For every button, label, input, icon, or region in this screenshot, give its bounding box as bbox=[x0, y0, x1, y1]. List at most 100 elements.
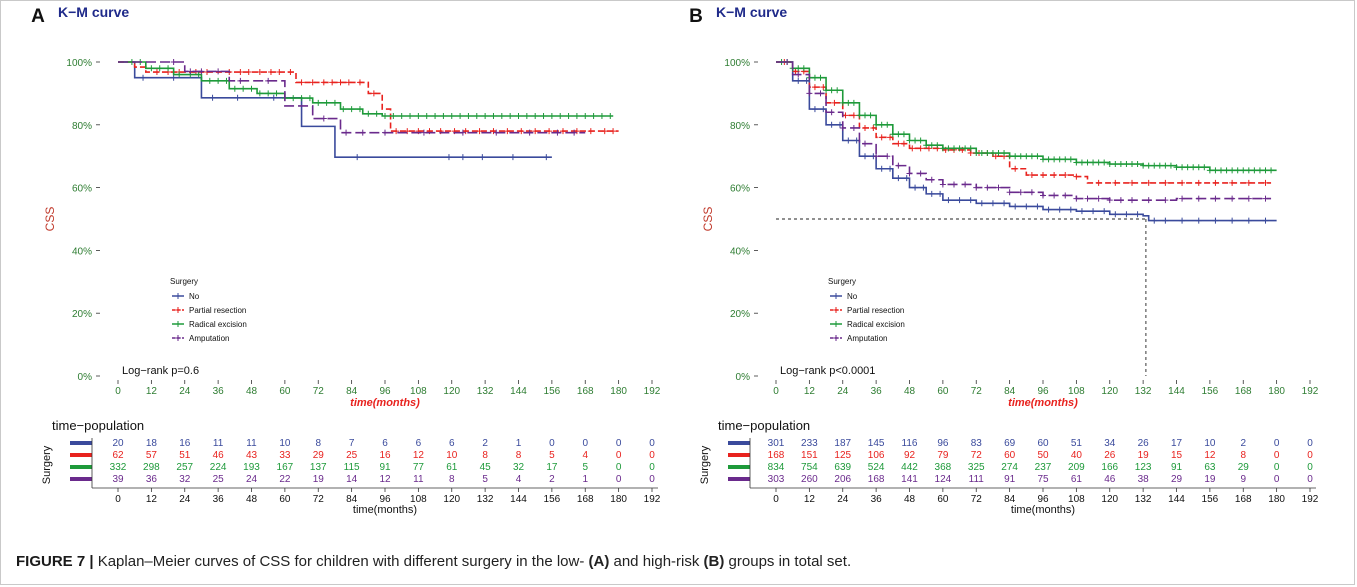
censor-mark bbox=[951, 181, 957, 188]
censor-mark bbox=[1062, 156, 1069, 163]
risk-x-label: time(months) bbox=[1011, 504, 1075, 516]
risk-cell: 8 bbox=[516, 450, 522, 461]
censor-mark bbox=[912, 184, 919, 191]
censor-mark bbox=[1218, 167, 1224, 174]
censor-mark bbox=[828, 121, 835, 128]
risk-cell: 0 bbox=[1307, 462, 1313, 473]
censor-mark bbox=[1017, 189, 1024, 196]
risk-table-ylabel: Surgery bbox=[699, 445, 711, 484]
risk-cell: 151 bbox=[801, 450, 818, 461]
censor-mark bbox=[870, 124, 877, 131]
censor-mark bbox=[856, 112, 863, 119]
series-line-amputation bbox=[776, 61, 1272, 201]
caption-text-1: Kaplan–Meier curves of CSS for children … bbox=[93, 553, 589, 570]
risk-cell: 8 bbox=[449, 474, 455, 485]
censor-mark bbox=[1112, 161, 1119, 168]
censor-mark bbox=[912, 137, 919, 144]
risk-cell: 0 bbox=[1274, 438, 1280, 449]
risk-x-tick-label: 168 bbox=[577, 494, 594, 505]
risk-cell: 4 bbox=[582, 450, 588, 461]
y-tick-label: 20% bbox=[72, 309, 92, 320]
x-tick-label: 132 bbox=[1135, 386, 1152, 397]
censor-mark bbox=[554, 129, 561, 136]
censor-mark bbox=[906, 170, 913, 177]
censor-mark bbox=[1084, 159, 1091, 166]
censor-mark bbox=[1140, 162, 1147, 169]
censor-mark bbox=[195, 71, 202, 78]
censor-mark bbox=[398, 113, 405, 120]
censor-mark bbox=[1012, 165, 1019, 172]
censor-mark bbox=[215, 77, 222, 84]
censor-mark bbox=[1017, 153, 1024, 160]
censor-mark bbox=[1051, 192, 1058, 199]
risk-x-tick-label: 72 bbox=[971, 494, 983, 505]
censor-mark bbox=[610, 128, 617, 135]
censor-mark bbox=[365, 110, 372, 117]
censor-mark bbox=[828, 109, 835, 116]
censor-mark bbox=[984, 150, 991, 157]
x-tick-label: 96 bbox=[1037, 386, 1049, 397]
risk-cell: 260 bbox=[801, 474, 818, 485]
censor-mark bbox=[845, 99, 852, 106]
censor-mark bbox=[245, 69, 252, 76]
censor-mark bbox=[504, 128, 511, 135]
censor-mark bbox=[198, 68, 205, 75]
risk-x-tick-label: 72 bbox=[313, 494, 325, 505]
risk-cell: 61 bbox=[1071, 474, 1083, 485]
censor-mark bbox=[546, 128, 553, 135]
risk-cell: 62 bbox=[112, 450, 124, 461]
censor-mark bbox=[498, 113, 505, 120]
risk-cell: 91 bbox=[1171, 462, 1183, 473]
censor-mark bbox=[459, 129, 466, 136]
risk-cell: 18 bbox=[146, 438, 158, 449]
risk-cell: 0 bbox=[549, 438, 555, 449]
risk-cell: 168 bbox=[868, 474, 885, 485]
risk-cell: 125 bbox=[834, 450, 851, 461]
censor-mark bbox=[526, 129, 533, 136]
legend-label: Radical excision bbox=[847, 320, 905, 329]
risk-cell: 14 bbox=[346, 474, 358, 485]
risk-cell: 79 bbox=[937, 450, 949, 461]
risk-cell: 24 bbox=[246, 474, 258, 485]
censor-mark bbox=[323, 99, 330, 106]
censor-mark bbox=[1262, 217, 1269, 224]
risk-cell: 96 bbox=[937, 438, 949, 449]
panel-letter: A bbox=[31, 6, 45, 27]
censor-mark bbox=[309, 79, 316, 86]
censor-mark bbox=[1206, 167, 1213, 174]
risk-cell: 51 bbox=[1071, 438, 1083, 449]
censor-mark bbox=[1106, 197, 1113, 204]
censor-mark bbox=[895, 175, 902, 182]
censor-mark bbox=[920, 184, 927, 191]
risk-cell: 34 bbox=[1104, 438, 1116, 449]
censor-mark bbox=[473, 113, 480, 120]
censor-mark bbox=[1040, 172, 1046, 179]
x-tick-label: 12 bbox=[804, 386, 816, 397]
censor-mark bbox=[1051, 172, 1058, 179]
censor-mark bbox=[1268, 167, 1275, 174]
censor-mark bbox=[393, 128, 400, 135]
legend-censor bbox=[833, 307, 839, 313]
censor-mark bbox=[382, 129, 388, 136]
censor-mark bbox=[903, 175, 910, 182]
censor-mark bbox=[209, 94, 216, 101]
censor-mark bbox=[1195, 195, 1202, 202]
censor-mark bbox=[1117, 161, 1124, 168]
censor-mark bbox=[1212, 195, 1219, 202]
censor-mark bbox=[356, 79, 363, 86]
risk-x-tick-label: 84 bbox=[1004, 494, 1016, 505]
y-tick-label: 40% bbox=[72, 246, 92, 257]
censor-mark bbox=[900, 131, 907, 138]
risk-cell: 0 bbox=[649, 450, 655, 461]
censor-mark bbox=[973, 184, 980, 191]
censor-mark bbox=[493, 129, 500, 136]
risk-cell: 0 bbox=[649, 438, 655, 449]
legend-label: Amputation bbox=[847, 334, 887, 343]
y-tick-label: 60% bbox=[72, 184, 92, 195]
y-tick-label: 100% bbox=[66, 58, 92, 69]
censor-mark bbox=[862, 124, 868, 131]
censor-mark bbox=[1134, 211, 1141, 218]
censor-mark bbox=[482, 113, 489, 120]
risk-cell: 123 bbox=[1135, 462, 1152, 473]
x-tick-label: 36 bbox=[871, 386, 883, 397]
